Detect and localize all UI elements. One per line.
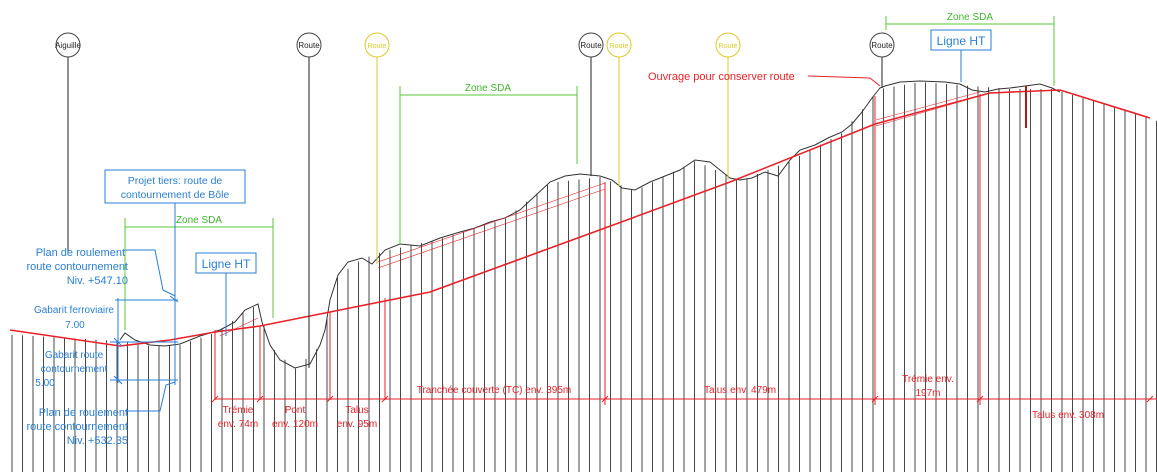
zone-sda-left <box>124 218 274 330</box>
segment-talus1-line1: Talus <box>345 405 368 416</box>
terrain-profile <box>119 80 1061 369</box>
gabarit-route-line1: Gabarit route <box>45 350 104 361</box>
plan-bottom-line2: route contournement <box>26 421 128 433</box>
zone-sda-right <box>885 16 1055 86</box>
railway-alignment <box>9 89 1151 347</box>
ligne-ht-left-label: Ligne HT <box>202 257 251 271</box>
segment-ticks <box>214 94 981 405</box>
segment-talus3: Talus env. 308m <box>1032 410 1104 421</box>
marker-route-1: Route <box>296 32 322 368</box>
segment-tremie2-line1: Trémie env. <box>902 374 954 385</box>
segment-tremie1-line1: Trémie <box>223 405 254 416</box>
marker-route-3: Route <box>869 32 895 88</box>
segment-talus1-line2: env. 95m <box>337 419 377 430</box>
zone-sda-right-label: Zone SDA <box>947 12 993 23</box>
ouvrage-label: Ouvrage pour conserver route <box>648 71 795 83</box>
segment-pont-line1: Pont <box>285 405 306 416</box>
svg-text:Route: Route <box>298 41 320 50</box>
plan-bottom-line3: Niv. +532.35 <box>67 435 128 447</box>
segment-talus2: Talus env. 479m <box>704 385 776 396</box>
segment-slashes <box>211 395 1154 403</box>
svg-text:Route: Route <box>719 43 738 50</box>
marker-route-yellow-1: Route <box>364 32 390 264</box>
gabarit-route-line3: 5.00 <box>35 378 55 389</box>
projet-tiers-box <box>104 169 246 204</box>
marker-aiguille-label: Aiguille <box>55 41 81 50</box>
segment-tranchee: Tranchée couverte (TC) env. 395m <box>417 385 572 396</box>
plan-bottom-line1: Plan de roulement <box>39 407 128 419</box>
svg-text:Route: Route <box>580 41 602 50</box>
projet-tiers-line2: contournement de Bôle <box>121 189 230 201</box>
segment-tremie1-line2: env. 74m <box>218 419 258 430</box>
marker-route-yellow-2: Route <box>606 32 632 186</box>
svg-text:Route: Route <box>368 43 387 50</box>
marker-route-yellow-3: Route <box>715 32 741 180</box>
plan-top-line3: Niv. +547.10 <box>67 275 128 287</box>
gabarit-route-line2: contournement <box>41 364 108 375</box>
svg-text:Route: Route <box>610 43 629 50</box>
zone-sda-mid-label: Zone SDA <box>465 83 511 94</box>
zone-sda-left-label: Zone SDA <box>176 215 222 226</box>
svg-text:Route: Route <box>871 41 893 50</box>
ligne-ht-right-label: Ligne HT <box>937 34 986 48</box>
projet-tiers-line1: Projet tiers: route de <box>128 175 223 187</box>
ouvrage-leader <box>807 75 881 87</box>
plan-top-line2: route contournement <box>26 261 128 273</box>
segment-tremie2-line2: 197m <box>915 388 940 399</box>
marker-aiguille: Aiguille <box>55 32 81 255</box>
zone-sda-mid <box>399 86 578 244</box>
segment-pont-line2: env. 120m <box>272 419 318 430</box>
gabarit-ferro-line1: Gabarit ferroviaire <box>34 305 114 316</box>
dimension-lines <box>110 249 179 412</box>
ground-hatch <box>11 82 1157 472</box>
plan-top-line1: Plan de roulement <box>36 247 125 259</box>
marker-route-2: Route <box>578 32 604 176</box>
gabarit-ferro-line2: 7.00 <box>65 320 85 331</box>
